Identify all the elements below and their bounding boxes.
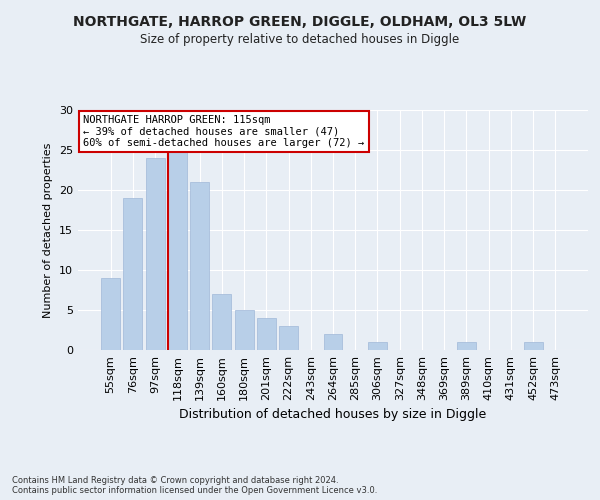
Bar [212,294,231,350]
Text: NORTHGATE HARROP GREEN: 115sqm
← 39% of detached houses are smaller (47)
60% of : NORTHGATE HARROP GREEN: 115sqm ← 39% of … [83,115,364,148]
Y-axis label: Number of detached properties: Number of detached properties [43,142,53,318]
Bar [524,342,542,350]
Bar [235,310,254,350]
Bar [168,150,187,350]
X-axis label: Distribution of detached houses by size in Diggle: Distribution of detached houses by size … [179,408,487,422]
Bar [257,318,276,350]
Bar [190,182,209,350]
Bar [279,326,298,350]
Bar [323,334,343,350]
Bar [146,158,164,350]
Text: Contains HM Land Registry data © Crown copyright and database right 2024.
Contai: Contains HM Land Registry data © Crown c… [12,476,377,495]
Bar [101,278,120,350]
Bar [457,342,476,350]
Text: NORTHGATE, HARROP GREEN, DIGGLE, OLDHAM, OL3 5LW: NORTHGATE, HARROP GREEN, DIGGLE, OLDHAM,… [73,15,527,29]
Bar [368,342,387,350]
Bar [124,198,142,350]
Text: Size of property relative to detached houses in Diggle: Size of property relative to detached ho… [140,32,460,46]
